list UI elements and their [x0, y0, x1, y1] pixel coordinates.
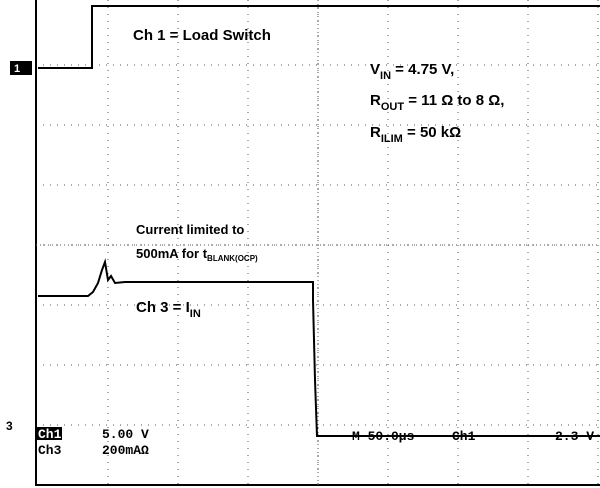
ch1-marker: [10, 61, 32, 75]
ch1-label: Ch 1 = Load Switch: [133, 27, 271, 44]
symbol: R: [370, 124, 381, 141]
symbol: R: [370, 92, 381, 109]
condition: VIN = 4.75 V,: [370, 61, 454, 82]
annotation: Current limited to: [136, 222, 244, 237]
ch1-marker-label: 1: [14, 63, 20, 75]
ch3-label: Ch 3 = IIN: [136, 299, 201, 320]
subscript: IN: [380, 70, 391, 82]
readout: 200mAΩ: [102, 443, 149, 458]
subscript: BLANK(OCP): [207, 254, 258, 263]
condition: ROUT = 11 Ω to 8 Ω,: [370, 92, 504, 113]
readout: Ch3: [38, 443, 62, 458]
readout: 2.3 V: [555, 429, 594, 444]
ch3-label-text: Ch 3 = I: [136, 299, 190, 316]
readout: Ch1: [452, 429, 476, 444]
symbol: V: [370, 61, 380, 78]
ch1-readout-box: [36, 427, 62, 440]
condition-text: = 4.75 V,: [391, 61, 454, 78]
subscript: IN: [190, 308, 201, 320]
ch3-trace: [38, 258, 600, 437]
subscript: ILIM: [381, 133, 403, 145]
ch3-marker-label: 3: [6, 419, 13, 433]
condition-text: = 11 Ω to 8 Ω,: [404, 92, 504, 109]
subscript: OUT: [381, 101, 405, 113]
readout: Ch1: [38, 427, 62, 442]
condition-text: = 50 kΩ: [403, 124, 461, 141]
annotation-text: 500mA for t: [136, 246, 208, 261]
ch1-trace: [38, 5, 600, 69]
readout: 5.00 V: [102, 427, 149, 442]
readout: M 50.0µs: [352, 429, 415, 444]
annotation: 500mA for tBLANK(OCP): [136, 246, 258, 263]
condition: RILIM = 50 kΩ: [370, 124, 461, 145]
